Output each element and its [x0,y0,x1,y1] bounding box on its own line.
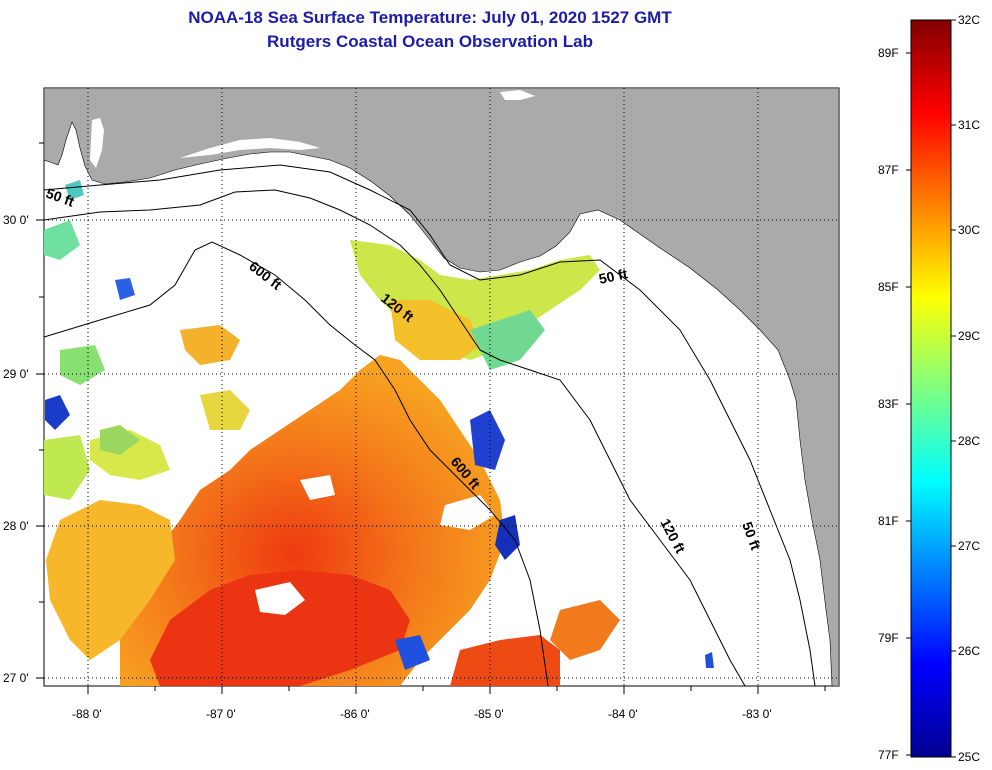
fahrenheit-label: 87F [878,163,899,177]
colorbar-fahrenheit-labels: 89F 87F 85F 83F 81F 79F 77F [878,46,899,762]
lon-tick-label: -87 0' [206,707,236,721]
map-title: NOAA-18 Sea Surface Temperature: July 01… [188,8,672,27]
celsius-label: 26C [958,644,980,658]
celsius-label: 29C [958,329,980,343]
lat-axis-labels: 30 0' 29 0' 28 0' 27 0' [3,213,29,685]
celsius-label: 31C [958,118,980,132]
fahrenheit-label: 79F [878,631,899,645]
celsius-label: 30C [958,223,980,237]
celsius-label: 27C [958,539,980,553]
celsius-label: 25C [958,750,980,764]
lon-axis-labels: -88 0' -87 0' -86 0' -85 0' -84 0' -83 0… [72,707,772,721]
lon-tick-label: -84 0' [608,707,638,721]
lon-tick-label: -86 0' [340,707,370,721]
tick-marks [36,142,826,694]
fahrenheit-label: 85F [878,280,899,294]
map-subtitle: Rutgers Coastal Ocean Observation Lab [267,32,593,51]
lat-tick-label: 27 0' [3,671,29,685]
lat-tick-label: 29 0' [3,367,29,381]
lon-tick-label: -85 0' [474,707,504,721]
colorbar-celsius-labels: 32C 31C 30C 29C 28C 27C 26C 25C [958,13,980,764]
fahrenheit-label: 81F [878,514,899,528]
fahrenheit-label: 89F [878,46,899,60]
celsius-label: 32C [958,13,980,27]
colorbar [910,19,952,758]
celsius-label: 28C [958,434,980,448]
fahrenheit-label: 77F [878,748,899,762]
colorbar-ticks [906,19,956,758]
fahrenheit-label: 83F [878,397,899,411]
graticule [44,88,839,686]
sst-field [44,180,714,686]
lat-tick-label: 28 0' [3,519,29,533]
lat-tick-label: 30 0' [3,213,29,227]
contour-label-50ft-ne: 50 ft [597,265,629,287]
bathymetry-contours [44,164,816,686]
lon-tick-label: -83 0' [742,707,772,721]
lon-tick-label: -88 0' [72,707,102,721]
land-mass [44,88,839,686]
